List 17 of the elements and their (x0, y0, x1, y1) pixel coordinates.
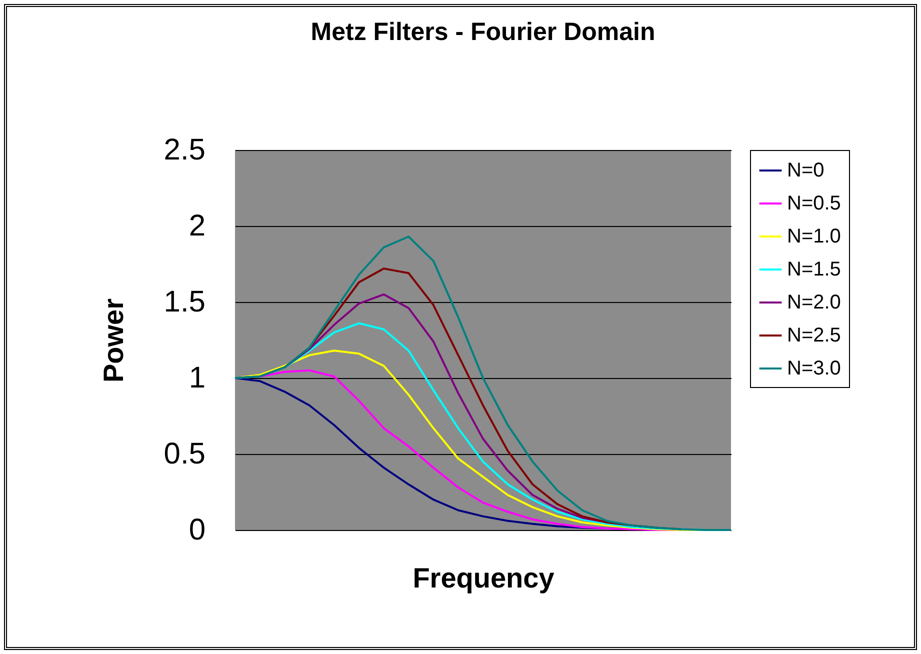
y-tick-label: 2.5 (164, 134, 206, 166)
legend-label: N=1.5 (787, 258, 841, 280)
y-tick-label: 1 (188, 362, 206, 394)
line-series (234, 236, 732, 531)
x-axis-title: Frequency (412, 562, 555, 594)
legend-label: N=2.0 (787, 292, 841, 314)
legend-label: N=2.5 (787, 324, 841, 346)
legend-label: N=3.0 (787, 358, 841, 380)
y-axis-title: Power (98, 298, 129, 383)
legend-label: N=0 (787, 160, 824, 182)
legend-label: N=1.0 (787, 226, 841, 248)
y-tick-label: 1.5 (164, 286, 206, 318)
chart-title: Metz Filters - Fourier Domain (310, 18, 656, 46)
legend-label: N=0.5 (787, 192, 841, 214)
y-tick-label: 0 (188, 514, 206, 546)
y-tick-label: 0.5 (164, 438, 206, 470)
y-tick-label: 2 (188, 210, 206, 242)
